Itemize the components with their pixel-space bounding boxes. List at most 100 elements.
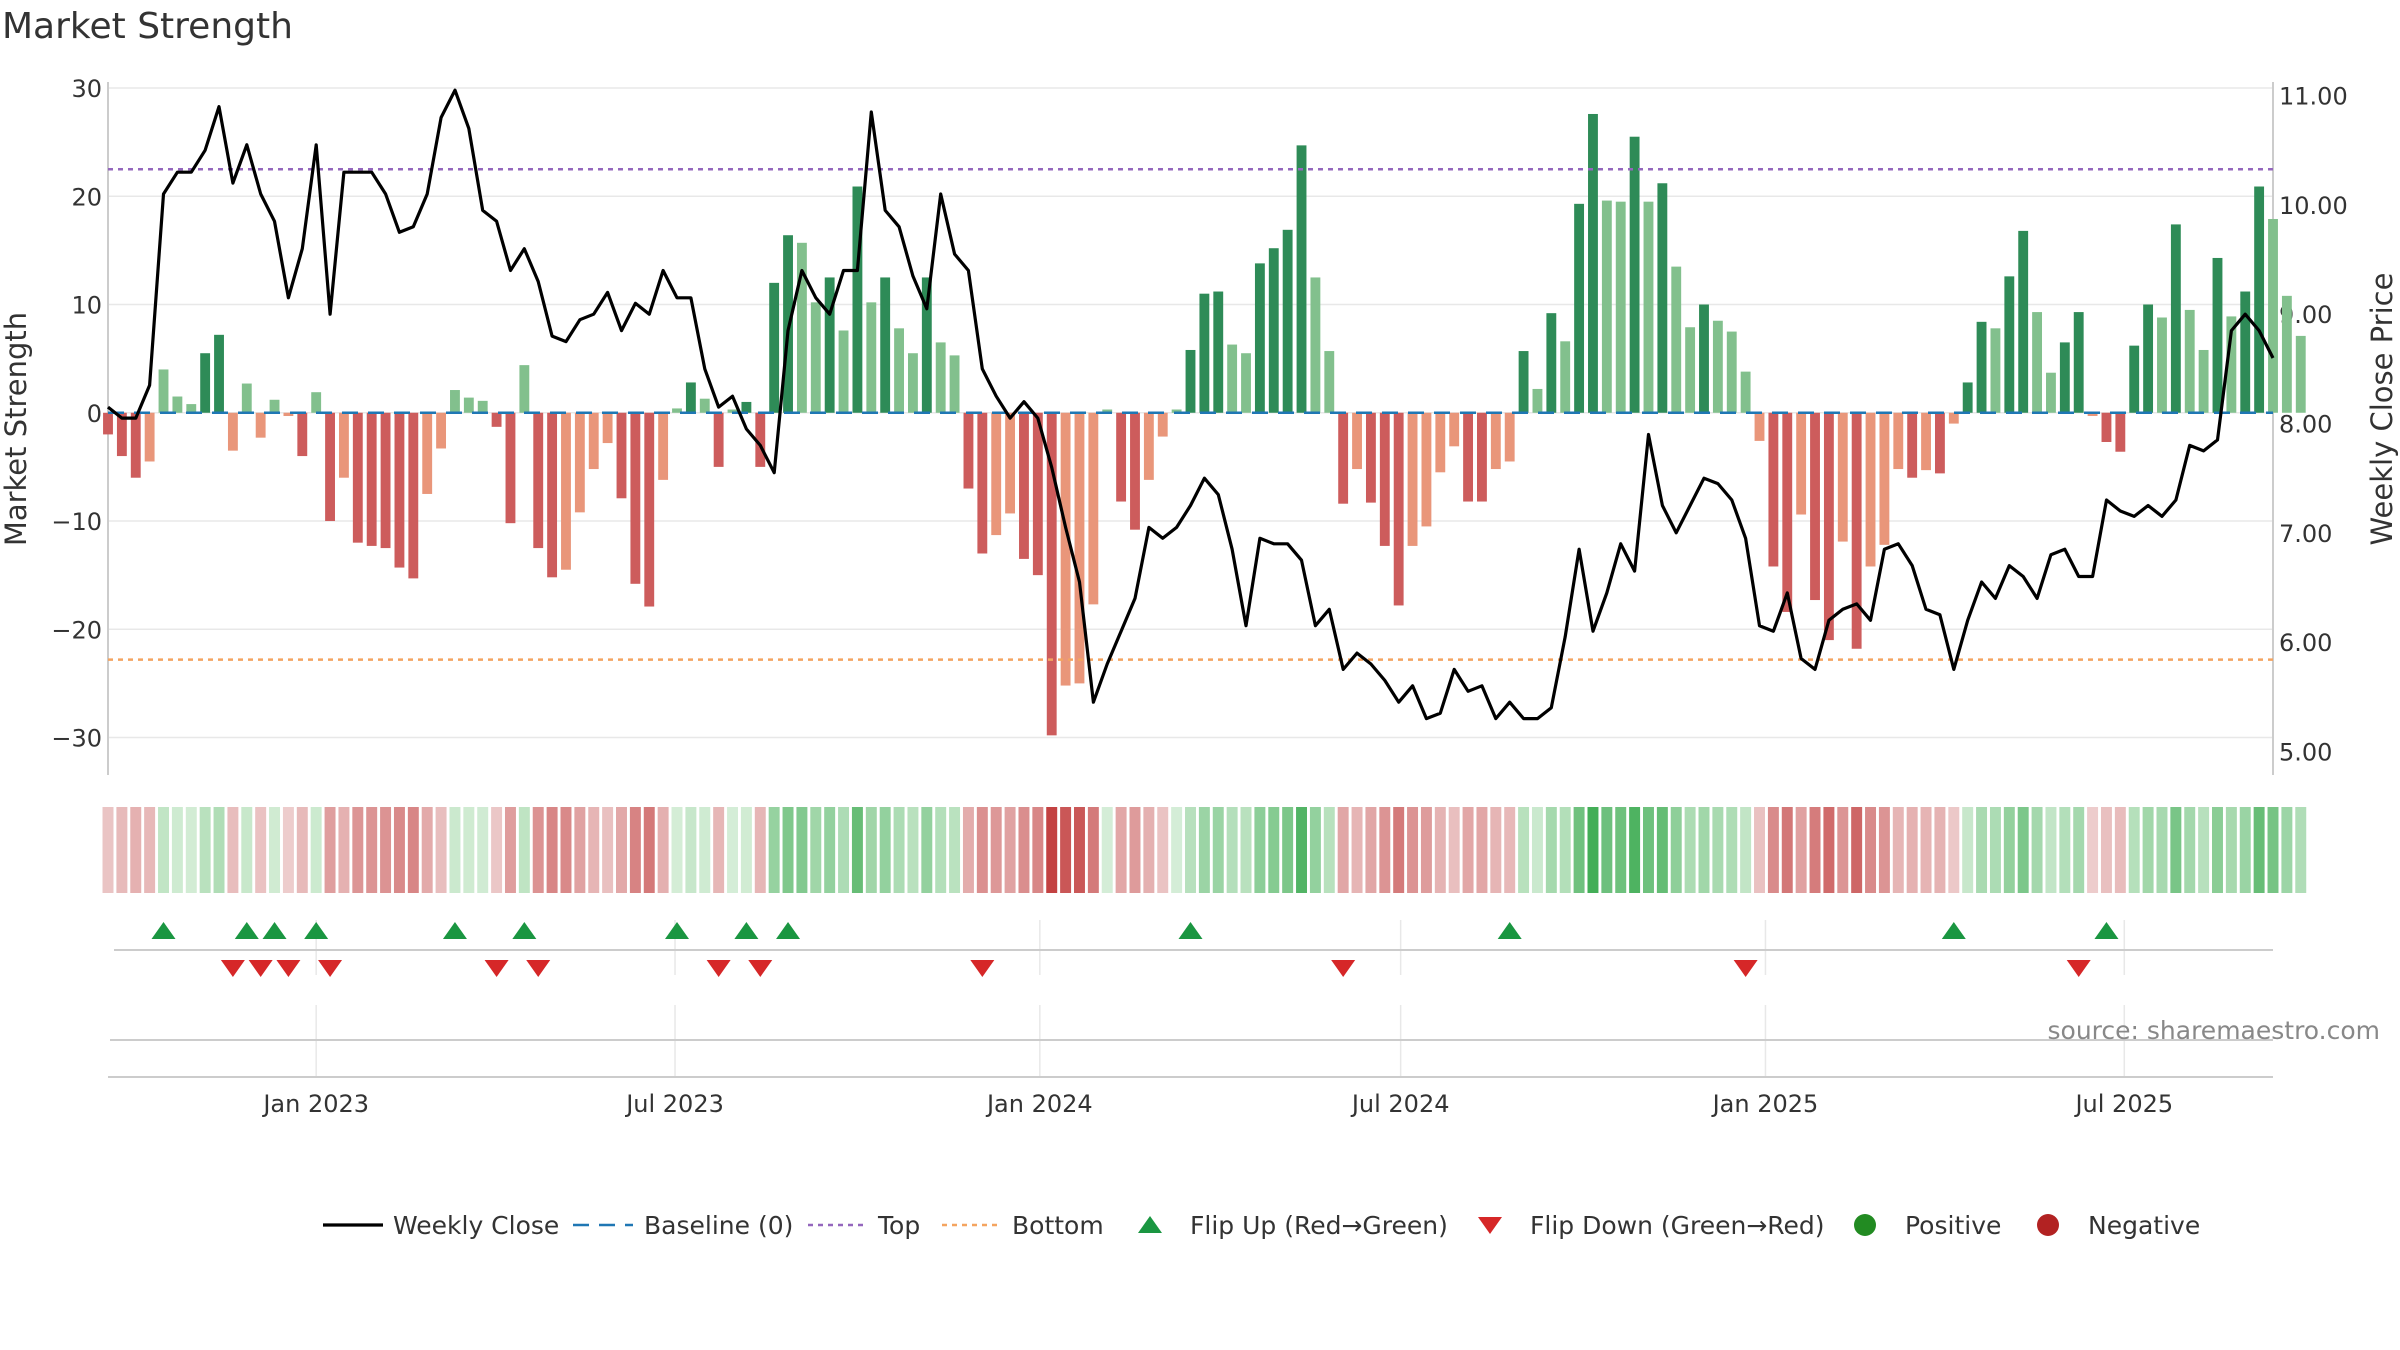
heat-cell	[130, 807, 142, 893]
strength-bar-positive	[949, 355, 960, 413]
heat-cell	[1309, 807, 1321, 893]
strength-bar-positive	[2184, 309, 2195, 413]
heat-cell	[352, 807, 364, 893]
heat-cell	[1476, 807, 1488, 893]
heat-cell	[1448, 807, 1460, 893]
heat-cell	[1740, 807, 1752, 893]
flip-down-marker	[748, 960, 773, 977]
heat-cell	[407, 807, 419, 893]
strength-bar-positive	[2143, 304, 2154, 413]
heat-cell	[2087, 807, 2099, 893]
strength-bar-negative	[2115, 412, 2126, 452]
left-axis-title: Market Strength	[0, 312, 33, 546]
strength-bar-negative	[380, 412, 391, 549]
strength-bar-positive	[1199, 293, 1210, 413]
strength-bar-positive	[1296, 145, 1307, 413]
flip-up-marker	[1178, 922, 1203, 939]
strength-bar-positive	[880, 277, 891, 413]
heat-cell	[838, 807, 850, 893]
strength-bar-negative	[616, 412, 627, 499]
strength-bar-negative	[491, 412, 502, 427]
heat-cell	[1545, 807, 1557, 893]
y-tick-label-right: 8.00	[2279, 411, 2332, 439]
strength-bar-negative	[755, 412, 766, 467]
heat-cell	[102, 807, 114, 893]
flip-up-marker	[304, 922, 329, 939]
heat-cell	[171, 807, 183, 893]
strength-bar-negative	[533, 412, 544, 549]
strength-bar-positive	[2129, 345, 2140, 413]
y-tick-label-right: 11.00	[2279, 83, 2348, 111]
strength-bar-negative	[1810, 412, 1820, 601]
heat-cell	[1712, 807, 1724, 893]
legend-label: Flip Down (Green→Red)	[1530, 1211, 1825, 1240]
strength-bar-negative	[1005, 412, 1016, 514]
strength-bar-positive	[241, 383, 252, 413]
strength-bar-negative	[991, 412, 1002, 536]
heat-cell	[1726, 807, 1738, 893]
heat-cell	[1171, 807, 1183, 893]
heat-cell	[1351, 807, 1363, 893]
strength-bar-negative	[1143, 412, 1154, 480]
strength-bar-negative	[352, 412, 363, 543]
flip-up-marker	[734, 922, 759, 939]
heat-cell	[1101, 807, 1113, 893]
flip-up-marker	[234, 922, 259, 939]
heat-cell	[463, 807, 475, 893]
strength-bar-negative	[283, 412, 294, 417]
strength-bar-positive	[269, 399, 280, 413]
heat-cell	[643, 807, 655, 893]
flip-down-marker	[318, 960, 343, 977]
heat-cell	[1268, 807, 1280, 893]
strength-bar-negative	[1768, 412, 1779, 567]
x-tick-label: Jan 2025	[1711, 1090, 1819, 1118]
heat-cell	[1323, 807, 1335, 893]
strength-bar-negative	[1379, 412, 1390, 546]
flip-down-marker	[276, 960, 301, 977]
heat-cell	[1143, 807, 1155, 893]
y-tick-label-left: −20	[51, 616, 102, 644]
strength-bar-negative	[1893, 412, 1904, 470]
strength-bar-positive	[824, 277, 835, 413]
heat-cell	[1393, 807, 1405, 893]
y-tick-label-right: 5.00	[2279, 738, 2332, 766]
flip-up-marker	[442, 922, 467, 939]
heat-cell	[1434, 807, 1446, 893]
strength-bar-positive	[311, 392, 322, 413]
heat-cell	[1851, 807, 1863, 893]
strength-bar-negative	[255, 412, 266, 438]
heat-cell	[1379, 807, 1391, 893]
heat-cell	[893, 807, 905, 893]
heat-cell	[1948, 807, 1960, 893]
strength-bar-positive	[894, 328, 904, 413]
heat-cell	[1989, 807, 2001, 893]
strength-bar-positive	[463, 397, 474, 413]
heat-cell	[921, 807, 933, 893]
strength-bar-negative	[1130, 412, 1140, 530]
strength-bar-positive	[2046, 372, 2056, 413]
heat-cell	[185, 807, 197, 893]
strength-bar-positive	[1102, 409, 1113, 413]
heat-cell	[1212, 807, 1224, 893]
heat-cell	[657, 807, 669, 893]
strength-bar-positive	[2295, 335, 2306, 413]
heat-cell	[1601, 807, 1613, 893]
strength-bar-negative	[1921, 412, 1931, 471]
strength-bar-negative	[1421, 412, 1432, 527]
strength-bar-negative	[1934, 412, 1945, 474]
heat-cell	[851, 807, 863, 893]
flip-up-marker	[151, 922, 176, 939]
strength-bar-negative	[1365, 412, 1376, 503]
heat-cell	[2017, 807, 2029, 893]
flip-up-marker	[1497, 922, 1522, 939]
right-axis-title: Weekly Close Price	[2365, 273, 2399, 546]
strength-bar-positive	[699, 398, 710, 413]
heat-cell	[2253, 807, 2265, 893]
heat-cell	[1420, 807, 1432, 893]
flip-down-marker	[526, 960, 551, 977]
heat-cell	[1365, 807, 1377, 893]
heat-cell	[144, 807, 156, 893]
heat-cell	[1185, 807, 1196, 893]
strength-bar-negative	[116, 412, 127, 457]
strength-bar-positive	[1185, 349, 1196, 413]
